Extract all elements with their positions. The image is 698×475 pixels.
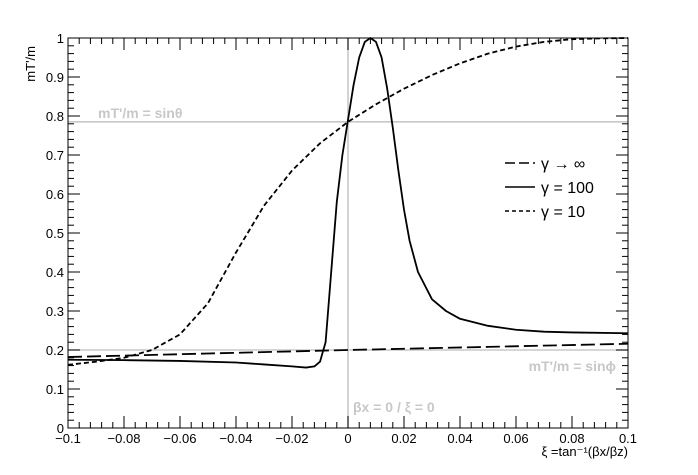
- x-tick-label: 0.04: [447, 431, 472, 446]
- series-layer: [67, 37, 629, 369]
- x-tick-label: 0.08: [559, 431, 584, 446]
- y-tick-label: 0.5: [46, 226, 64, 241]
- legend-label: γ → ∞: [541, 156, 585, 173]
- reference-labels: mT'/m = sinθ mT'/m = sinϕ βx = 0 / ξ = 0: [98, 105, 616, 415]
- y-tick-label: 0.3: [46, 304, 64, 319]
- legend-label: γ = 10: [541, 204, 585, 221]
- x-tick-label: −0.08: [108, 431, 141, 446]
- x-tick-label: −0.06: [164, 431, 197, 446]
- y-axis-title: mT'/m: [23, 46, 38, 82]
- y-tick-label: 0.8: [46, 109, 64, 124]
- y-tick-label: 0.1: [46, 382, 64, 397]
- reference-label: mT'/m = sinϕ: [529, 358, 616, 374]
- reference-label: βx = 0 / ξ = 0: [353, 399, 435, 415]
- ticks: −0.1 −0.08 −0.06 −0.04 −0.02 0 0.02 0.04 0.06 0.0…: [46, 31, 637, 446]
- y-tick-label: 0.2: [46, 343, 64, 358]
- x-tick-label: −0.04: [220, 431, 253, 446]
- x-tick-label: 0: [344, 431, 351, 446]
- x-tick-label: −0.1: [55, 431, 81, 446]
- y-tick-label: 1: [57, 31, 64, 46]
- y-tick-label: 0.7: [46, 148, 64, 163]
- x-axis-title: ξ =tan⁻¹(βx/βz): [541, 444, 628, 459]
- series-line-0: [67, 342, 629, 358]
- x-tick-label: −0.02: [276, 431, 309, 446]
- y-tick-label: 0.9: [46, 70, 64, 85]
- y-tick-label: 0.4: [46, 265, 64, 280]
- x-tick-label: 0.02: [391, 431, 416, 446]
- legend-label: γ = 100: [541, 180, 594, 197]
- y-tick-label: 0: [57, 421, 64, 436]
- series-line-1: [67, 37, 629, 369]
- legend: γ → ∞ γ = 100 γ = 10: [505, 156, 594, 221]
- x-tick-label: 0.06: [503, 431, 528, 446]
- y-tick-label: 0.6: [46, 187, 64, 202]
- x-tick-label: 0.1: [619, 431, 637, 446]
- series-line-2: [67, 37, 629, 366]
- reference-label: mT'/m = sinθ: [98, 105, 182, 121]
